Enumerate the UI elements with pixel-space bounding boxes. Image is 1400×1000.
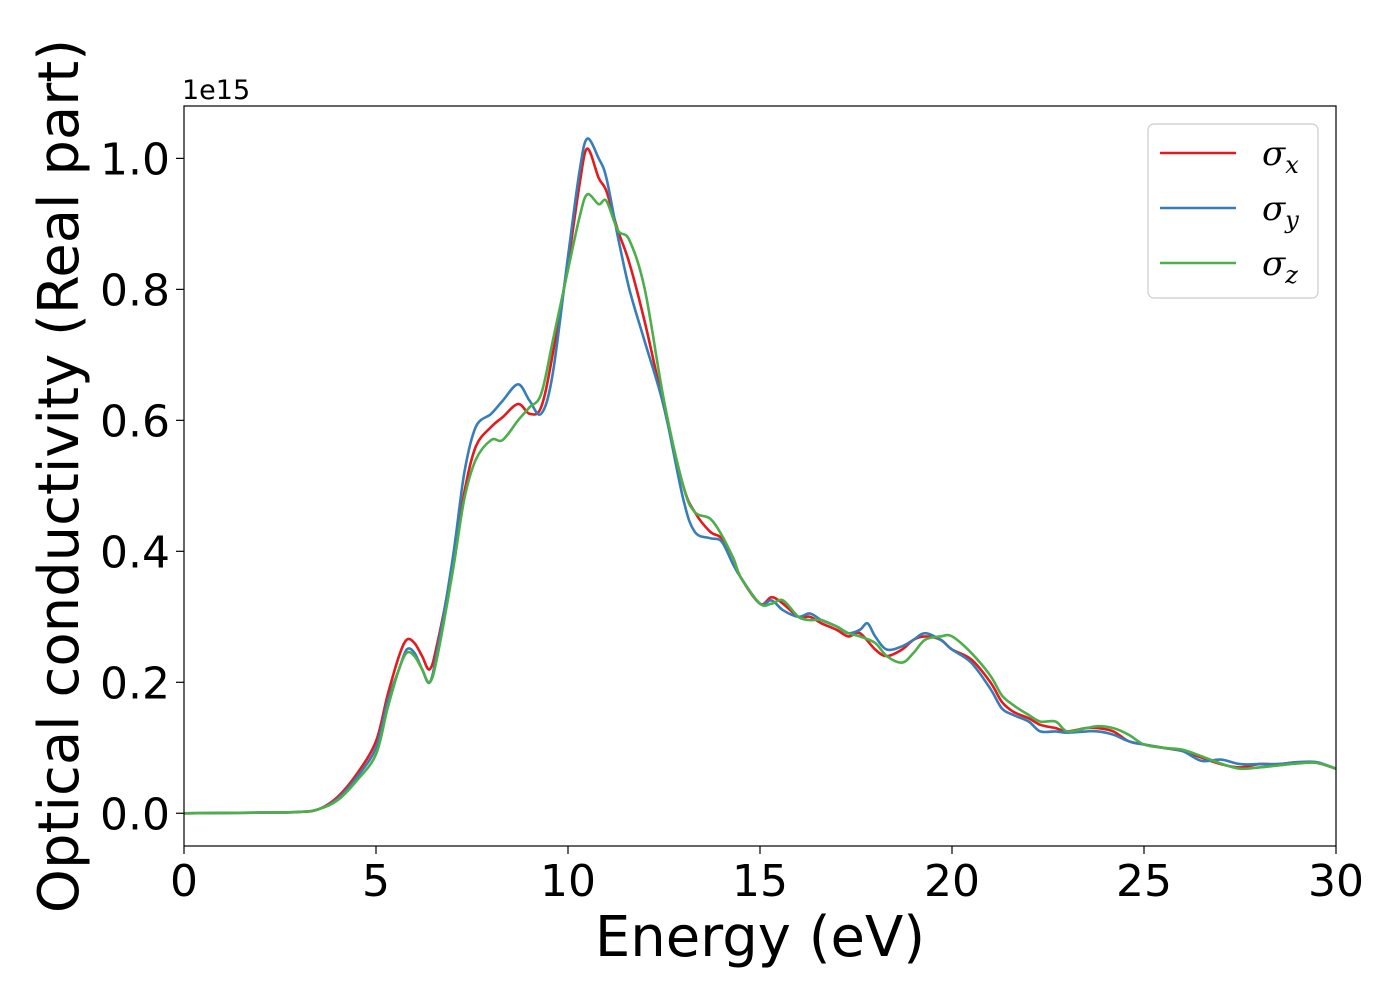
x-axis-label: Energy (eV) <box>595 905 925 970</box>
x-tick-label: 25 <box>1116 856 1172 907</box>
legend-label-x: σx <box>1262 134 1299 179</box>
series-line-z <box>184 192 1336 815</box>
y-tick-label: 0.0 <box>100 789 170 840</box>
x-tick-label: 5 <box>362 856 390 907</box>
legend-symbol: σ <box>1262 134 1286 174</box>
x-tick-label: 20 <box>924 856 980 907</box>
legend-subscript: x <box>1285 151 1299 179</box>
y-tick-label: 0.8 <box>100 265 170 316</box>
legend-label-z: σz <box>1262 244 1298 289</box>
legend-label-y: σy <box>1262 189 1299 234</box>
series-layer <box>184 137 1336 815</box>
x-tick-label: 30 <box>1308 856 1364 907</box>
x-tick-label: 10 <box>540 856 596 907</box>
y-offset-label: 1e15 <box>182 75 250 106</box>
legend-subscript: y <box>1284 206 1299 234</box>
y-axis-label: Optical conductivity (Real part) <box>27 39 92 913</box>
legend-box <box>1147 123 1319 299</box>
y-tick-label: 1.0 <box>100 134 170 185</box>
legend-subscript: z <box>1284 261 1298 289</box>
legend-symbol: σ <box>1262 189 1286 229</box>
y-tick-label: 0.2 <box>100 658 170 709</box>
x-tick-label: 0 <box>170 856 198 907</box>
legend-symbol: σ <box>1262 244 1286 284</box>
x-tick-label: 15 <box>732 856 788 907</box>
y-tick-label: 0.4 <box>100 527 170 578</box>
y-tick-label: 0.6 <box>100 396 170 447</box>
x-axis: 0 5 10 15 20 25 30 <box>170 846 1364 907</box>
y-axis: 0.0 0.2 0.4 0.6 0.8 1.0 <box>100 134 184 840</box>
